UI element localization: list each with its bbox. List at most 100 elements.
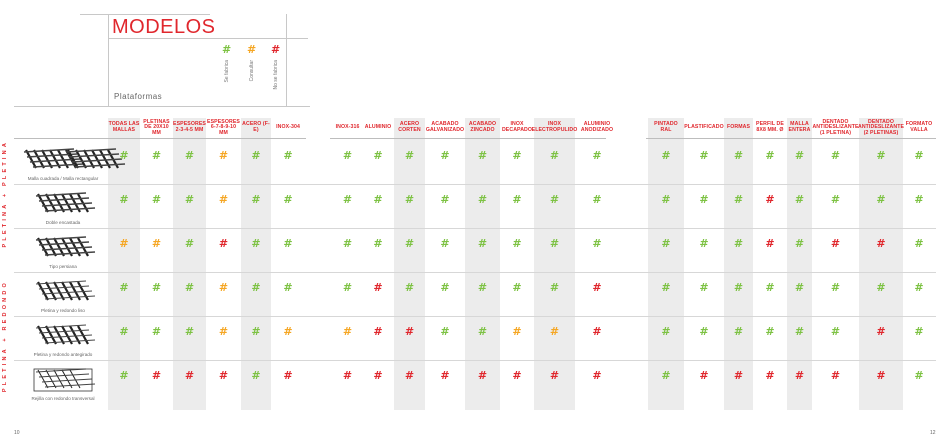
availability-mark-icon: # bbox=[251, 149, 261, 162]
availability-mark-icon: # bbox=[512, 281, 522, 294]
availability-mark-icon: # bbox=[765, 325, 775, 338]
legend-mark-icon: # bbox=[271, 43, 281, 56]
row-divider bbox=[14, 272, 936, 273]
column-shade bbox=[534, 118, 575, 410]
availability-mark-icon: # bbox=[119, 325, 129, 338]
availability-mark-icon: # bbox=[218, 237, 229, 250]
grating-illustration bbox=[35, 324, 96, 345]
availability-mark-icon: # bbox=[119, 149, 129, 162]
availability-mark-icon: # bbox=[794, 369, 805, 382]
availability-mark-icon: # bbox=[661, 237, 671, 250]
availability-mark-icon: # bbox=[151, 237, 162, 250]
availability-mark-icon: # bbox=[283, 281, 293, 294]
availability-mark-icon: # bbox=[342, 369, 353, 382]
availability-mark-icon: # bbox=[914, 237, 924, 250]
availability-mark-icon: # bbox=[184, 237, 195, 250]
availability-mark-icon: # bbox=[251, 237, 261, 250]
availability-mark-icon: # bbox=[218, 281, 229, 294]
availability-mark-icon: # bbox=[373, 281, 383, 294]
availability-mark-icon: # bbox=[251, 325, 261, 338]
availability-mark-icon: # bbox=[184, 193, 195, 206]
availability-mark-icon: # bbox=[549, 281, 560, 294]
availability-mark-icon: # bbox=[765, 281, 775, 294]
availability-mark-icon: # bbox=[512, 369, 522, 382]
legend-label: Se fabrica bbox=[224, 60, 230, 83]
availability-mark-icon: # bbox=[830, 281, 841, 294]
availability-mark-icon: # bbox=[283, 237, 293, 250]
availability-mark-icon: # bbox=[549, 237, 560, 250]
availability-mark-icon: # bbox=[914, 149, 924, 162]
availability-mark-icon: # bbox=[830, 149, 841, 162]
availability-mark-icon: # bbox=[549, 149, 560, 162]
column-header: MALLA ENTERA bbox=[788, 121, 811, 133]
column-shade bbox=[787, 118, 812, 410]
column-header: INOX-304 bbox=[276, 124, 300, 131]
availability-mark-icon: # bbox=[794, 193, 805, 206]
column-shade bbox=[394, 118, 425, 410]
availability-mark-icon: # bbox=[592, 325, 602, 338]
availability-mark-icon: # bbox=[404, 325, 415, 338]
grating-illustration bbox=[23, 148, 84, 169]
availability-mark-icon: # bbox=[151, 149, 162, 162]
availability-mark-icon: # bbox=[218, 149, 229, 162]
availability-mark-icon: # bbox=[765, 193, 775, 206]
availability-mark-icon: # bbox=[184, 281, 195, 294]
column-header: INOX-316 bbox=[335, 124, 360, 131]
column-header: ALUMINIO bbox=[364, 124, 392, 131]
availability-mark-icon: # bbox=[440, 281, 450, 294]
availability-mark-icon: # bbox=[765, 149, 775, 162]
column-header: INOX DECAPADO bbox=[501, 121, 533, 133]
availability-mark-icon: # bbox=[404, 237, 415, 250]
availability-mark-icon: # bbox=[794, 325, 805, 338]
availability-mark-icon: # bbox=[342, 325, 353, 338]
availability-mark-icon: # bbox=[404, 369, 415, 382]
availability-mark-icon: # bbox=[283, 325, 293, 338]
section-label: Plataformas bbox=[114, 92, 163, 101]
availability-mark-icon: # bbox=[477, 149, 488, 162]
availability-mark-icon: # bbox=[876, 193, 886, 206]
availability-mark-icon: # bbox=[342, 281, 353, 294]
availability-mark-icon: # bbox=[251, 369, 261, 382]
availability-mark-icon: # bbox=[876, 369, 886, 382]
availability-mark-icon: # bbox=[440, 149, 450, 162]
availability-mark-icon: # bbox=[283, 193, 293, 206]
availability-mark-icon: # bbox=[794, 237, 805, 250]
header-rule bbox=[646, 138, 936, 139]
page-number-right: 12 bbox=[930, 430, 936, 436]
availability-mark-icon: # bbox=[404, 149, 415, 162]
availability-mark-icon: # bbox=[549, 325, 560, 338]
availability-mark-icon: # bbox=[512, 149, 522, 162]
column-header: TODAS LAS MALLAS bbox=[108, 121, 140, 133]
column-header: ESPESORES 6-7-8-9-10 mm bbox=[207, 118, 240, 136]
column-shade bbox=[108, 118, 140, 410]
legend-label: No se fabrica bbox=[273, 60, 279, 90]
availability-mark-icon: # bbox=[592, 193, 602, 206]
availability-mark-icon: # bbox=[876, 281, 886, 294]
availability-mark-icon: # bbox=[342, 237, 353, 250]
availability-mark-icon: # bbox=[440, 193, 450, 206]
legend-label: Consultar bbox=[249, 60, 255, 82]
page-title: MODELOS bbox=[112, 16, 216, 38]
availability-mark-icon: # bbox=[592, 281, 602, 294]
column-shade bbox=[859, 118, 903, 410]
availability-mark-icon: # bbox=[830, 237, 841, 250]
row-label: Tipo persiana bbox=[49, 264, 77, 269]
column-header: ALUMINIO ANODIZADO bbox=[580, 121, 614, 133]
availability-mark-icon: # bbox=[512, 325, 522, 338]
availability-mark-icon: # bbox=[914, 281, 924, 294]
column-header: PERFIL DE 8x8 mm. Ø bbox=[756, 121, 784, 133]
availability-mark-icon: # bbox=[765, 369, 775, 382]
availability-mark-icon: # bbox=[699, 237, 709, 250]
column-header: ACERO CORTEN bbox=[398, 121, 421, 133]
legend-mark-icon: # bbox=[247, 43, 257, 56]
availability-mark-icon: # bbox=[830, 325, 841, 338]
header-rule-mid bbox=[108, 38, 308, 39]
row-divider bbox=[14, 184, 936, 185]
availability-mark-icon: # bbox=[283, 369, 293, 382]
header-rule-top bbox=[80, 14, 210, 15]
availability-mark-icon: # bbox=[914, 325, 924, 338]
row-divider bbox=[14, 360, 936, 361]
availability-mark-icon: # bbox=[699, 281, 709, 294]
header-rule-right bbox=[286, 14, 287, 106]
column-header: FORMATO VALLA bbox=[905, 121, 933, 133]
